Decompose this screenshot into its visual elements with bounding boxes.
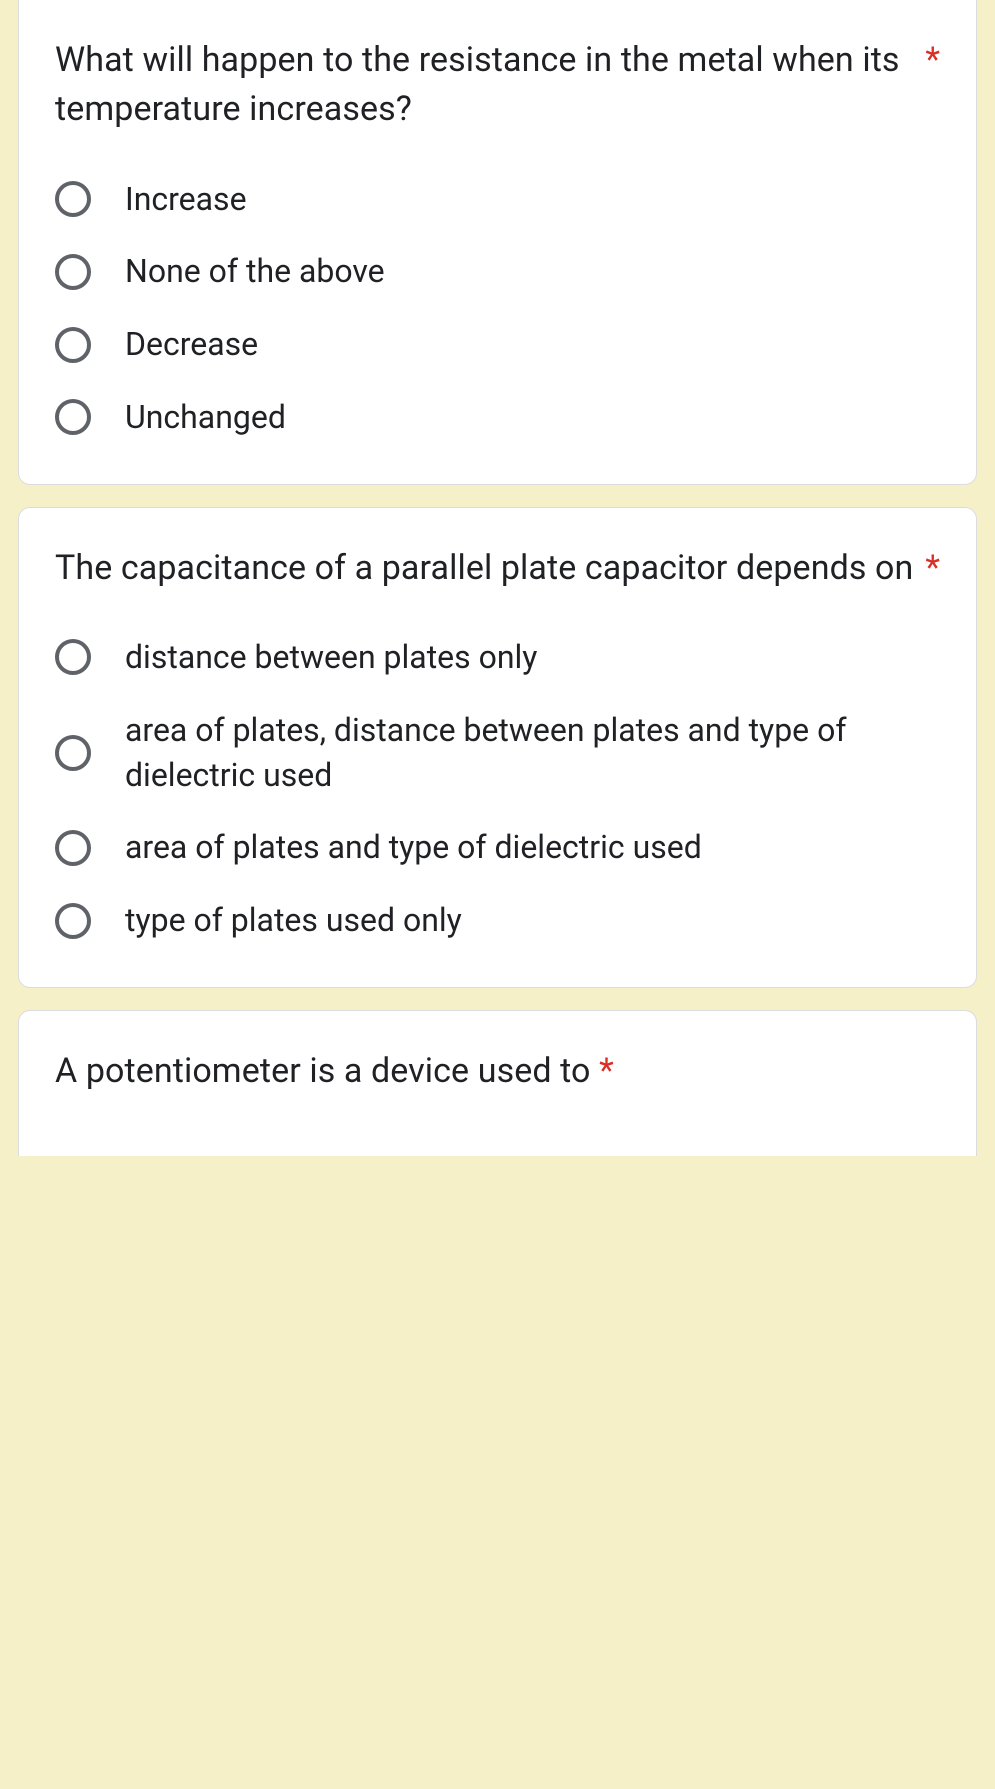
radio-option[interactable]: distance between plates only [55, 635, 940, 680]
option-label: None of the above [125, 249, 385, 294]
question-card: The capacitance of a parallel plate capa… [18, 507, 977, 988]
question-header: A potentiometer is a device used to * [55, 1047, 940, 1096]
radio-option[interactable]: Increase [55, 177, 940, 222]
options-group: Increase None of the above Decrease Unch… [55, 177, 940, 440]
radio-icon [55, 327, 91, 363]
radio-option[interactable]: area of plates, distance between plates … [55, 708, 940, 798]
question-text: The capacitance of a parallel plate capa… [55, 544, 915, 593]
question-text: A potentiometer is a device used to * [55, 1047, 940, 1096]
radio-option[interactable]: None of the above [55, 249, 940, 294]
radio-option[interactable]: Unchanged [55, 395, 940, 440]
question-card: A potentiometer is a device used to * [18, 1010, 977, 1156]
required-marker: * [925, 544, 940, 593]
radio-icon [55, 735, 91, 771]
required-marker: * [599, 1051, 614, 1091]
radio-icon [55, 399, 91, 435]
radio-option[interactable]: type of plates used only [55, 898, 940, 943]
question-card: What will happen to the resistance in th… [18, 0, 977, 485]
radio-icon [55, 830, 91, 866]
option-label: type of plates used only [125, 898, 462, 943]
option-label: area of plates and type of dielectric us… [125, 825, 702, 870]
option-label: Unchanged [125, 395, 286, 440]
option-label: Increase [125, 177, 247, 222]
options-group: distance between plates only area of pla… [55, 635, 940, 943]
question-header: The capacitance of a parallel plate capa… [55, 544, 940, 593]
option-label: area of plates, distance between plates … [125, 708, 940, 798]
radio-icon [55, 181, 91, 217]
radio-icon [55, 639, 91, 675]
question-text: What will happen to the resistance in th… [55, 36, 915, 135]
option-label: distance between plates only [125, 635, 537, 680]
radio-icon [55, 254, 91, 290]
radio-icon [55, 903, 91, 939]
radio-option[interactable]: area of plates and type of dielectric us… [55, 825, 940, 870]
option-label: Decrease [125, 322, 258, 367]
question-header: What will happen to the resistance in th… [55, 36, 940, 135]
radio-option[interactable]: Decrease [55, 322, 940, 367]
required-marker: * [925, 36, 940, 85]
question-text-inline: A potentiometer is a device used to [55, 1051, 591, 1091]
